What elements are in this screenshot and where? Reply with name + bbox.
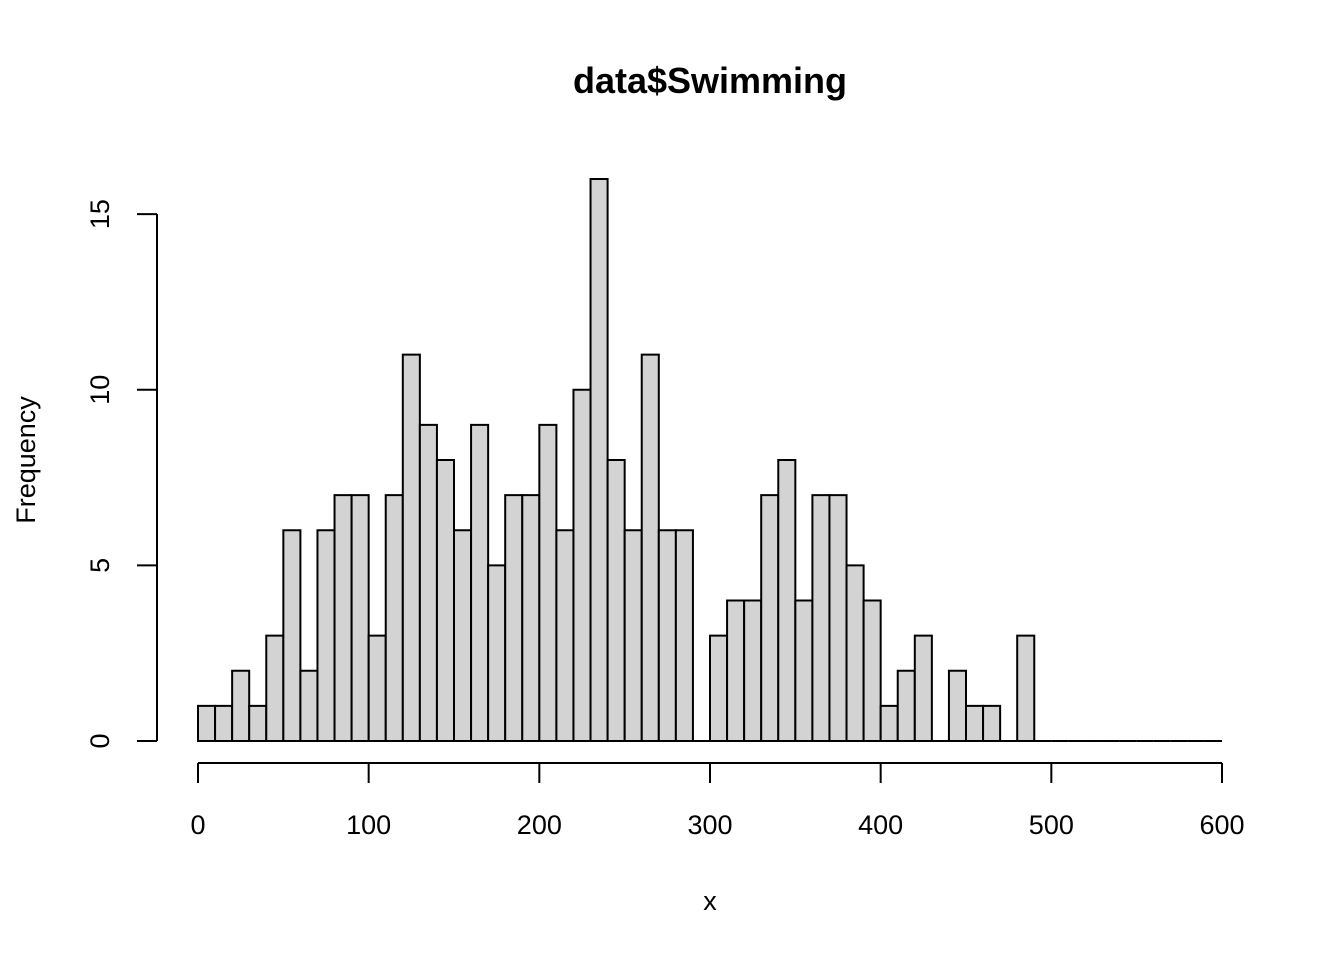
histogram-bar [709, 634, 729, 742]
x-tick-label: 300 [687, 810, 732, 840]
histogram-bar [623, 529, 643, 742]
histogram-bar [282, 529, 302, 742]
histogram-bar [811, 494, 831, 742]
x-tick-label: 100 [346, 810, 391, 840]
histogram-bar [726, 599, 746, 742]
histogram-bar [453, 529, 473, 742]
y-tick-label: 0 [85, 733, 115, 748]
histogram-bar [350, 494, 370, 742]
histogram-bar [299, 669, 319, 742]
histogram-bar [231, 669, 251, 742]
histogram-bar [401, 353, 421, 742]
y-tick-label: 15 [85, 199, 115, 229]
histogram-bar [384, 494, 404, 742]
histogram-bar [982, 704, 1002, 742]
y-tick-label: 10 [85, 375, 115, 405]
histogram-bar [265, 634, 285, 742]
histogram-bar [913, 634, 933, 742]
histogram-bar [487, 564, 507, 742]
x-tick-label: 500 [1029, 810, 1074, 840]
x-tick-label: 600 [1199, 810, 1244, 840]
histogram-bar [248, 704, 268, 742]
histogram-bar [794, 599, 814, 742]
y-axis-label: Frequency [11, 396, 41, 524]
histogram-bar [845, 564, 865, 742]
histogram-bar [606, 459, 626, 742]
histogram-bar [657, 529, 677, 742]
y-tick-label: 5 [85, 558, 115, 573]
bars [197, 178, 1222, 742]
histogram-bar [555, 529, 575, 742]
histogram-bar [1016, 634, 1036, 742]
histogram-bar [316, 529, 336, 742]
histogram-bar [418, 423, 438, 742]
histogram-bar [879, 704, 899, 742]
chart-title: data$Swimming [573, 60, 847, 101]
histogram-bar [504, 494, 524, 742]
histogram-bar [828, 494, 848, 742]
histogram-bar [367, 634, 387, 742]
histogram-bar [862, 599, 882, 742]
histogram-bar [521, 494, 541, 742]
histogram-bar [333, 494, 353, 742]
histogram-bar [760, 494, 780, 742]
histogram-bar [197, 704, 217, 742]
y-axis: 0 5 10 15 [85, 199, 158, 749]
histogram-bar [674, 529, 694, 742]
histogram-bar [470, 423, 490, 742]
histogram-bar [777, 459, 797, 742]
histogram-bar [589, 178, 609, 742]
x-tick-label: 400 [858, 810, 903, 840]
x-axis: 0 100 200 300 400 500 600 [190, 762, 1245, 840]
histogram-bar [538, 423, 558, 742]
histogram-bar [435, 459, 455, 742]
histogram-bar [947, 669, 968, 742]
histogram-bar [896, 669, 916, 742]
x-tick-label: 200 [517, 810, 562, 840]
histogram-bar [640, 353, 660, 742]
x-axis-label: x [703, 886, 717, 916]
x-tick-label: 0 [190, 810, 205, 840]
histogram-bar [743, 599, 763, 742]
histogram-bar [965, 704, 985, 742]
histogram-bar [572, 388, 592, 742]
histogram-bar [214, 704, 234, 742]
